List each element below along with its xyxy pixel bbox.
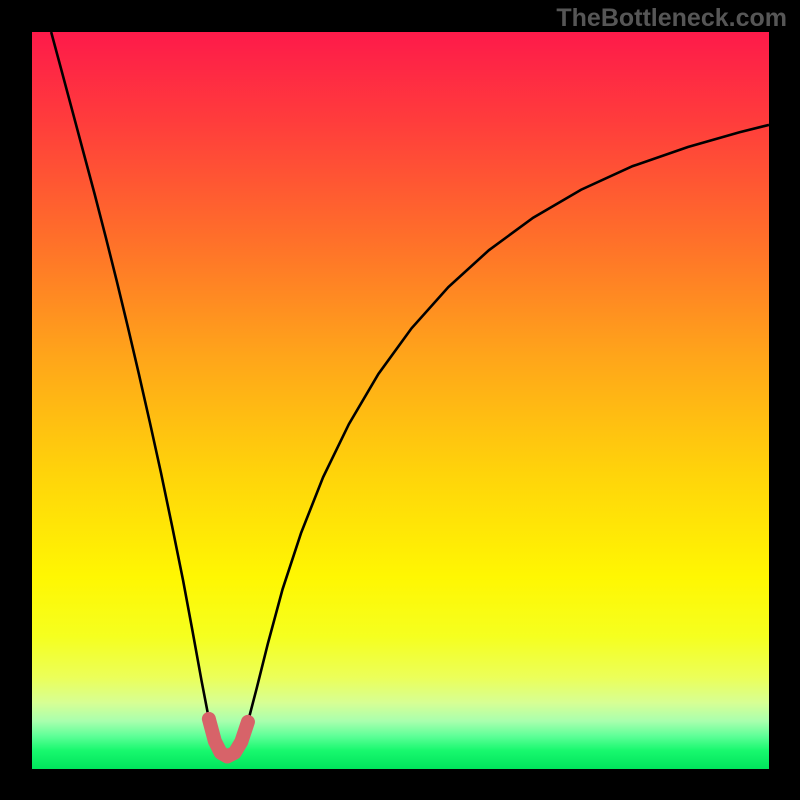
plot-svg xyxy=(32,32,769,769)
gradient-background xyxy=(32,32,769,769)
chart-frame xyxy=(32,32,769,769)
watermark-label: TheBottleneck.com xyxy=(556,4,787,33)
plot-area xyxy=(32,32,769,769)
